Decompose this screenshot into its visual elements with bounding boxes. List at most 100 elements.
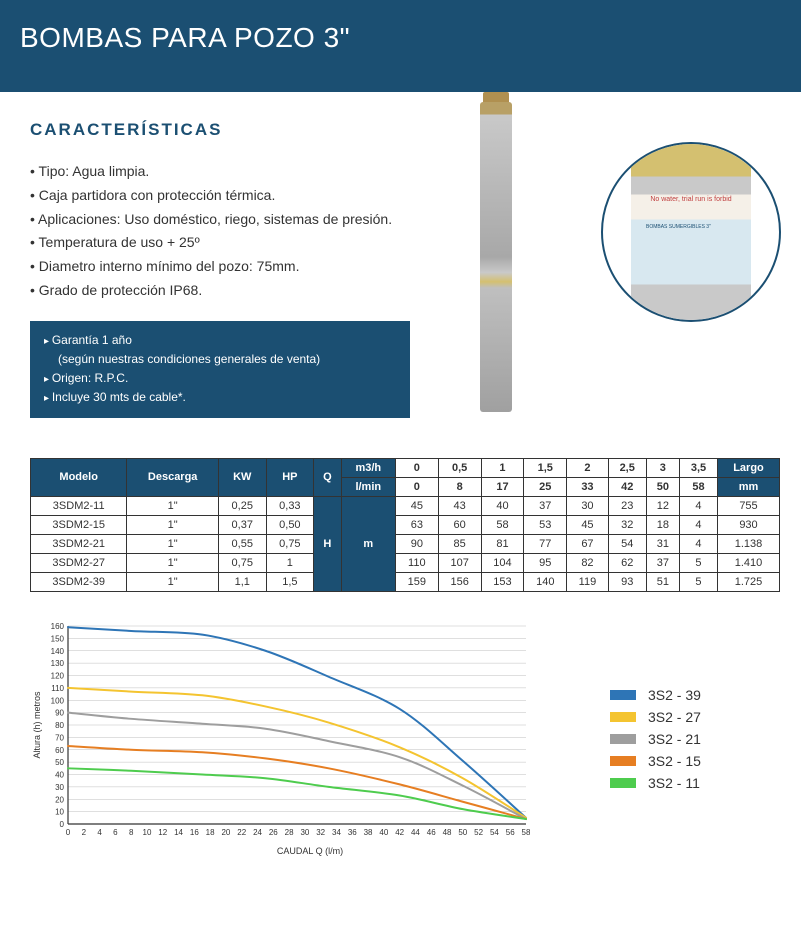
table-cell: 3SDM2-39 [31, 572, 127, 591]
svg-text:40: 40 [55, 770, 64, 779]
table-row: 3SDM2-271"0,7511101071049582623751.410 [31, 553, 780, 572]
table-cell: 1 [266, 553, 314, 572]
table-cell: 53 [524, 515, 567, 534]
table-cell: 62 [608, 553, 646, 572]
table-header-row: Modelo Descarga KW HP Q m3/h 0 0,5 1 1,5… [31, 458, 780, 477]
table-cell: 107 [438, 553, 481, 572]
th-kw: KW [218, 458, 266, 496]
legend-label: 3S2 - 27 [648, 709, 701, 725]
svg-text:60: 60 [55, 745, 64, 754]
th-h: H [314, 496, 341, 591]
table-cell: 81 [481, 534, 524, 553]
detail-plate-text: BOMBAS SUMERGIBLES 3" [646, 224, 736, 274]
table-cell: 30 [567, 496, 609, 515]
table-cell: 1" [127, 572, 219, 591]
chart-container: 0102030405060708090100110120130140150160… [30, 622, 560, 856]
th-m3h-6: 3 [646, 458, 679, 477]
th-m: m [341, 496, 395, 591]
table-cell: 3SDM2-21 [31, 534, 127, 553]
th-m3h-3: 1,5 [524, 458, 567, 477]
x-axis-label: CAUDAL Q (l/m) [60, 846, 560, 856]
svg-text:18: 18 [206, 828, 215, 837]
pump-image [480, 102, 512, 412]
table-row: 3SDM2-151"0,370,50636058534532184930 [31, 515, 780, 534]
svg-text:48: 48 [443, 828, 452, 837]
th-hp: HP [266, 458, 314, 496]
svg-text:2: 2 [82, 828, 87, 837]
legend-label: 3S2 - 11 [648, 775, 700, 791]
table-cell: 1.138 [717, 534, 779, 553]
performance-chart: 0102030405060708090100110120130140150160… [30, 622, 530, 842]
table-cell: 4 [679, 515, 717, 534]
feature-item: Aplicaciones: Uso doméstico, riego, sist… [30, 208, 460, 232]
table-cell: 0,75 [218, 553, 266, 572]
table-cell: 0,75 [266, 534, 314, 553]
chart-section: 0102030405060708090100110120130140150160… [30, 622, 801, 856]
table-cell: 0,37 [218, 515, 266, 534]
svg-text:52: 52 [474, 828, 483, 837]
svg-text:44: 44 [411, 828, 420, 837]
table-cell: 1" [127, 534, 219, 553]
svg-text:14: 14 [174, 828, 183, 837]
svg-text:Altura (h) metros: Altura (h) metros [32, 691, 42, 759]
svg-text:34: 34 [332, 828, 341, 837]
table-cell: 0,33 [266, 496, 314, 515]
svg-text:12: 12 [158, 828, 167, 837]
legend-label: 3S2 - 39 [648, 687, 701, 703]
table-cell: 1,5 [266, 572, 314, 591]
th-m3h-0: 0 [395, 458, 438, 477]
legend-item: 3S2 - 39 [610, 687, 701, 703]
table-cell: 18 [646, 515, 679, 534]
table-cell: 45 [395, 496, 438, 515]
detail-warning-text: No water, trial run is forbid [636, 196, 746, 203]
feature-item: Caja partidora con protección térmica. [30, 184, 460, 208]
table-cell: 60 [438, 515, 481, 534]
legend-swatch [610, 690, 636, 700]
table-cell: 77 [524, 534, 567, 553]
svg-text:30: 30 [55, 782, 64, 791]
svg-text:110: 110 [51, 683, 64, 692]
table-cell: 104 [481, 553, 524, 572]
legend-label: 3S2 - 15 [648, 753, 701, 769]
table-cell: 95 [524, 553, 567, 572]
table-cell: 930 [717, 515, 779, 534]
table-cell: 0,25 [218, 496, 266, 515]
characteristics-title: CARACTERÍSTICAS [30, 120, 781, 140]
table-cell: 1.410 [717, 553, 779, 572]
th-m3h-2: 1 [481, 458, 524, 477]
legend-label: 3S2 - 21 [648, 731, 701, 747]
svg-text:28: 28 [285, 828, 294, 837]
table-cell: 54 [608, 534, 646, 553]
th-lmin-7: 58 [679, 477, 717, 496]
legend-item: 3S2 - 21 [610, 731, 701, 747]
feature-item: Grado de protección IP68. [30, 279, 460, 303]
svg-text:10: 10 [55, 807, 64, 816]
table-cell: 90 [395, 534, 438, 553]
table-cell: 37 [646, 553, 679, 572]
warranty-line: Garantía 1 año [44, 331, 396, 350]
legend-swatch [610, 734, 636, 744]
svg-text:26: 26 [269, 828, 278, 837]
svg-text:20: 20 [55, 795, 64, 804]
svg-text:50: 50 [458, 828, 467, 837]
table-cell: 58 [481, 515, 524, 534]
svg-text:150: 150 [51, 634, 65, 643]
detail-circle: No water, trial run is forbid BOMBAS SUM… [601, 142, 781, 322]
svg-text:130: 130 [51, 659, 65, 668]
table-cell: 45 [567, 515, 609, 534]
th-q: Q [314, 458, 341, 496]
table-cell: 0,50 [266, 515, 314, 534]
spec-table: Modelo Descarga KW HP Q m3/h 0 0,5 1 1,5… [30, 458, 780, 592]
svg-text:100: 100 [51, 696, 65, 705]
table-cell: 5 [679, 553, 717, 572]
th-lmin: l/min [341, 477, 395, 496]
warranty-box: Garantía 1 año (según nuestras condicion… [30, 321, 410, 418]
legend-item: 3S2 - 27 [610, 709, 701, 725]
svg-text:0: 0 [66, 828, 71, 837]
th-lmin-1: 8 [438, 477, 481, 496]
svg-text:10: 10 [143, 828, 152, 837]
th-mm: mm [717, 477, 779, 496]
svg-text:16: 16 [190, 828, 199, 837]
table-row: 3SDM2-391"1,11,5159156153140119935151.72… [31, 572, 780, 591]
th-lmin-4: 33 [567, 477, 609, 496]
